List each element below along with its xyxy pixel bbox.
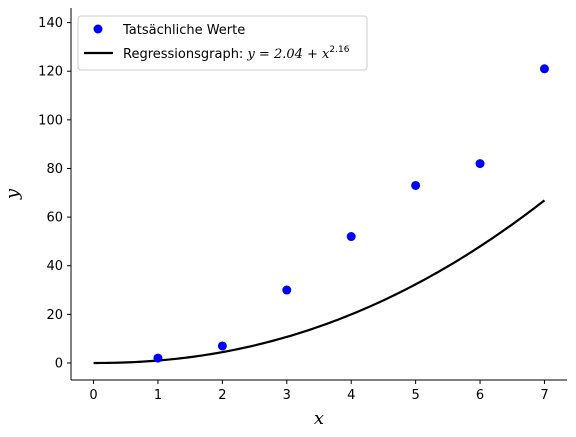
data-point <box>411 180 421 190</box>
y-tick-label: 80 <box>46 162 63 177</box>
x-tick-label: 2 <box>218 388 226 403</box>
data-point <box>539 64 549 74</box>
data-point <box>282 285 292 295</box>
x-tick-label: 4 <box>347 388 355 403</box>
legend-point-marker <box>93 24 103 34</box>
y-tick-label: 140 <box>38 16 63 31</box>
y-tick-label: 100 <box>38 113 63 128</box>
plot-area <box>93 64 549 365</box>
x-tick-label: 6 <box>476 388 484 403</box>
data-point <box>217 341 227 351</box>
data-point <box>153 353 163 363</box>
x-tick-label: 7 <box>540 388 548 403</box>
y-tick-label: 40 <box>46 259 63 274</box>
legend-curve-label: Regressionsgraph: y = 2.04 + x2.16 <box>123 45 350 62</box>
y-axis-ticks: 0 20 40 60 80 100 120 140 <box>38 16 71 371</box>
x-tick-label: 0 <box>89 388 97 403</box>
x-axis-label: x <box>314 408 324 429</box>
x-tick-label: 3 <box>283 388 291 403</box>
x-axis-ticks: 0 1 2 3 4 5 6 7 <box>89 380 549 403</box>
legend-points-label: Tatsächliche Werte <box>122 23 245 38</box>
y-axis-label: y <box>2 188 23 200</box>
y-tick-label: 20 <box>46 308 63 323</box>
legend: Tatsächliche Werte Regressionsgraph: y =… <box>77 15 368 71</box>
y-tick-label: 60 <box>46 211 63 226</box>
x-tick-label: 5 <box>411 388 419 403</box>
x-tick-label: 1 <box>154 388 162 403</box>
y-tick-label: 0 <box>55 356 63 371</box>
legend-curve-formula: y = 2.04 + x <box>246 47 330 62</box>
data-point <box>475 159 485 169</box>
legend-curve-exponent: 2.16 <box>329 45 349 55</box>
regression-curve <box>93 199 546 365</box>
data-point <box>346 232 356 242</box>
legend-box <box>77 15 368 71</box>
legend-curve-prefix: Regressionsgraph: <box>123 47 247 62</box>
y-tick-label: 120 <box>38 65 63 80</box>
data-points <box>153 64 549 363</box>
